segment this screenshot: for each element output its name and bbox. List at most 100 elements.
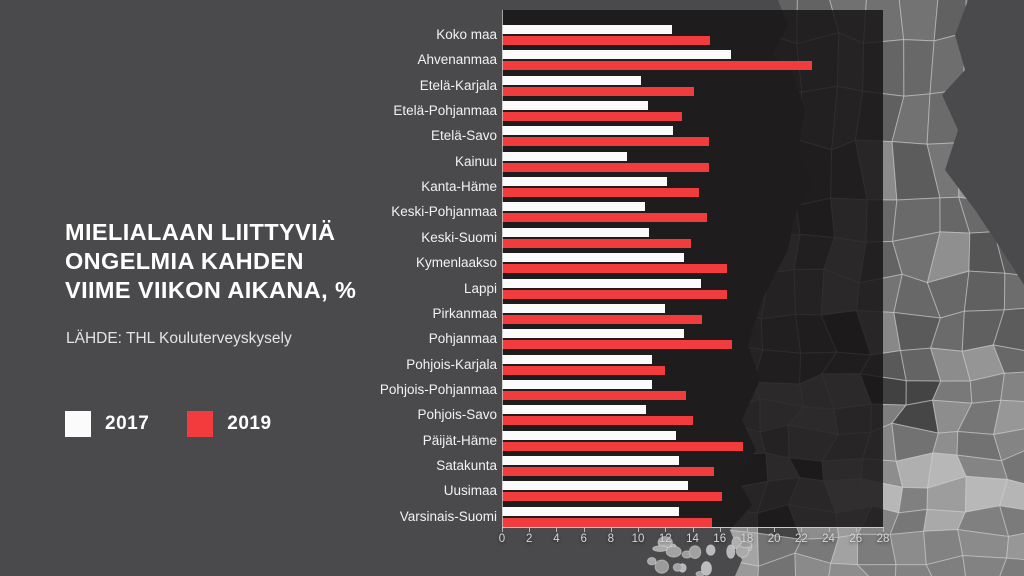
bar-2017 <box>502 405 647 415</box>
bar-2017 <box>502 481 689 491</box>
bar-2019 <box>502 61 813 71</box>
category-label: Pirkanmaa <box>432 305 497 321</box>
x-tick-mark <box>883 528 884 532</box>
x-tick-mark <box>665 528 667 532</box>
page-title: MIELIALAAN LIITTYVIÄ ONGELMIA KAHDEN VII… <box>65 218 356 305</box>
bar-2019 <box>502 264 727 274</box>
source-label: LÄHDE: THL Kouluterveyskysely <box>66 330 292 347</box>
x-tick-label: 18 <box>740 533 754 545</box>
category-label: Etelä-Savo <box>430 128 497 144</box>
x-tick-label: 28 <box>876 533 890 545</box>
category-label: Satakunta <box>436 457 497 473</box>
x-tick-mark <box>855 528 857 532</box>
bar-2017 <box>502 455 679 465</box>
x-tick-mark <box>828 528 830 532</box>
x-tick-mark <box>502 528 503 532</box>
x-tick-label: 14 <box>686 533 699 545</box>
bar-2019 <box>502 441 743 451</box>
bar-2017 <box>502 329 685 339</box>
legend-label-2017: 2017 <box>105 413 150 434</box>
category-label: Pohjois-Karjala <box>406 356 497 372</box>
bar-2019 <box>502 86 694 96</box>
bar-2017 <box>502 25 673 34</box>
category-label: Etelä-Pohjanmaa <box>393 103 497 119</box>
x-tick-label: 0 <box>498 533 506 545</box>
category-label: Pohjois-Savo <box>417 407 497 423</box>
x-tick-mark <box>556 528 558 532</box>
x-tick-label: 24 <box>822 533 835 545</box>
x-tick-label: 16 <box>713 533 727 545</box>
bar-2017 <box>502 253 685 263</box>
x-tick-mark <box>801 528 803 532</box>
category-label: Koko maa <box>436 27 497 42</box>
category-label: Etelä-Karjala <box>419 77 497 93</box>
category-label: Uusimaa <box>443 483 497 499</box>
x-axis-line <box>502 527 884 528</box>
bar-2019 <box>502 314 703 324</box>
bar-2017 <box>502 50 731 60</box>
bar-2017 <box>502 430 677 440</box>
x-tick-mark <box>529 528 531 532</box>
bar-2019 <box>502 390 686 400</box>
title-line-1: MIELIALAAN LIITTYVIÄ <box>65 219 336 245</box>
x-tick-label: 26 <box>849 533 863 545</box>
x-tick-label: 2 <box>526 533 533 545</box>
legend-swatch-2019 <box>187 411 214 437</box>
bar-2017 <box>502 151 628 161</box>
bar-2019 <box>502 365 666 375</box>
bar-2017 <box>502 379 652 389</box>
x-tick-label: 22 <box>794 533 808 545</box>
bar-2019 <box>502 112 682 122</box>
bar-2019 <box>502 289 727 299</box>
bar-2017 <box>502 278 701 288</box>
category-label: Päijät-Häme <box>422 432 497 448</box>
category-label: Pohjois-Pohjanmaa <box>379 381 497 397</box>
category-label: Keski-Suomi <box>421 229 497 245</box>
bar-2017 <box>502 75 641 85</box>
chart-legend: 2017 2019 <box>65 411 272 437</box>
bar-2019 <box>502 340 732 350</box>
bar-2019 <box>502 517 712 527</box>
bar-2017 <box>502 202 645 212</box>
x-tick-label: 20 <box>767 533 781 545</box>
x-tick-mark <box>638 528 640 532</box>
category-label: Kanta-Häme <box>421 179 497 195</box>
x-tick-mark <box>719 528 721 532</box>
title-line-2: ONGELMIA KAHDEN <box>65 248 304 274</box>
bar-2017 <box>502 177 667 187</box>
bar-2017 <box>502 126 674 136</box>
bar-2019 <box>502 238 692 248</box>
x-tick-mark <box>746 528 748 532</box>
x-tick-mark <box>583 528 585 532</box>
x-tick-mark <box>692 528 694 532</box>
x-tick-label: 10 <box>631 533 645 545</box>
x-tick-mark <box>774 528 776 532</box>
category-label: Varsinais-Suomi <box>399 508 497 524</box>
bar-2019 <box>502 188 700 198</box>
x-tick-label: 8 <box>607 533 615 545</box>
category-label: Kymenlaakso <box>415 255 497 271</box>
category-label: Lappi <box>463 280 497 296</box>
legend-swatch-2017 <box>65 411 91 437</box>
map-archipelago <box>646 536 753 576</box>
x-tick-mark <box>610 528 612 532</box>
bar-2019 <box>502 162 709 172</box>
bar-2017 <box>502 227 649 237</box>
category-label: Kainuu <box>454 153 497 169</box>
category-label: Pohjanmaa <box>428 331 497 347</box>
bar-2017 <box>502 354 652 364</box>
y-axis-line <box>502 10 503 527</box>
x-tick-label: 4 <box>553 533 560 545</box>
category-label: Keski-Pohjanmaa <box>391 204 497 220</box>
bar-2017 <box>502 506 679 516</box>
bar-2019 <box>502 213 708 223</box>
bar-2019 <box>502 36 711 45</box>
bar-2017 <box>502 303 666 313</box>
title-line-3: VIIME VIIKON AIKANA, % <box>65 277 357 303</box>
bar-2019 <box>502 466 715 476</box>
legend-label-2019: 2019 <box>227 413 272 434</box>
bar-2019 <box>502 492 723 502</box>
x-tick-label: 12 <box>658 533 672 545</box>
